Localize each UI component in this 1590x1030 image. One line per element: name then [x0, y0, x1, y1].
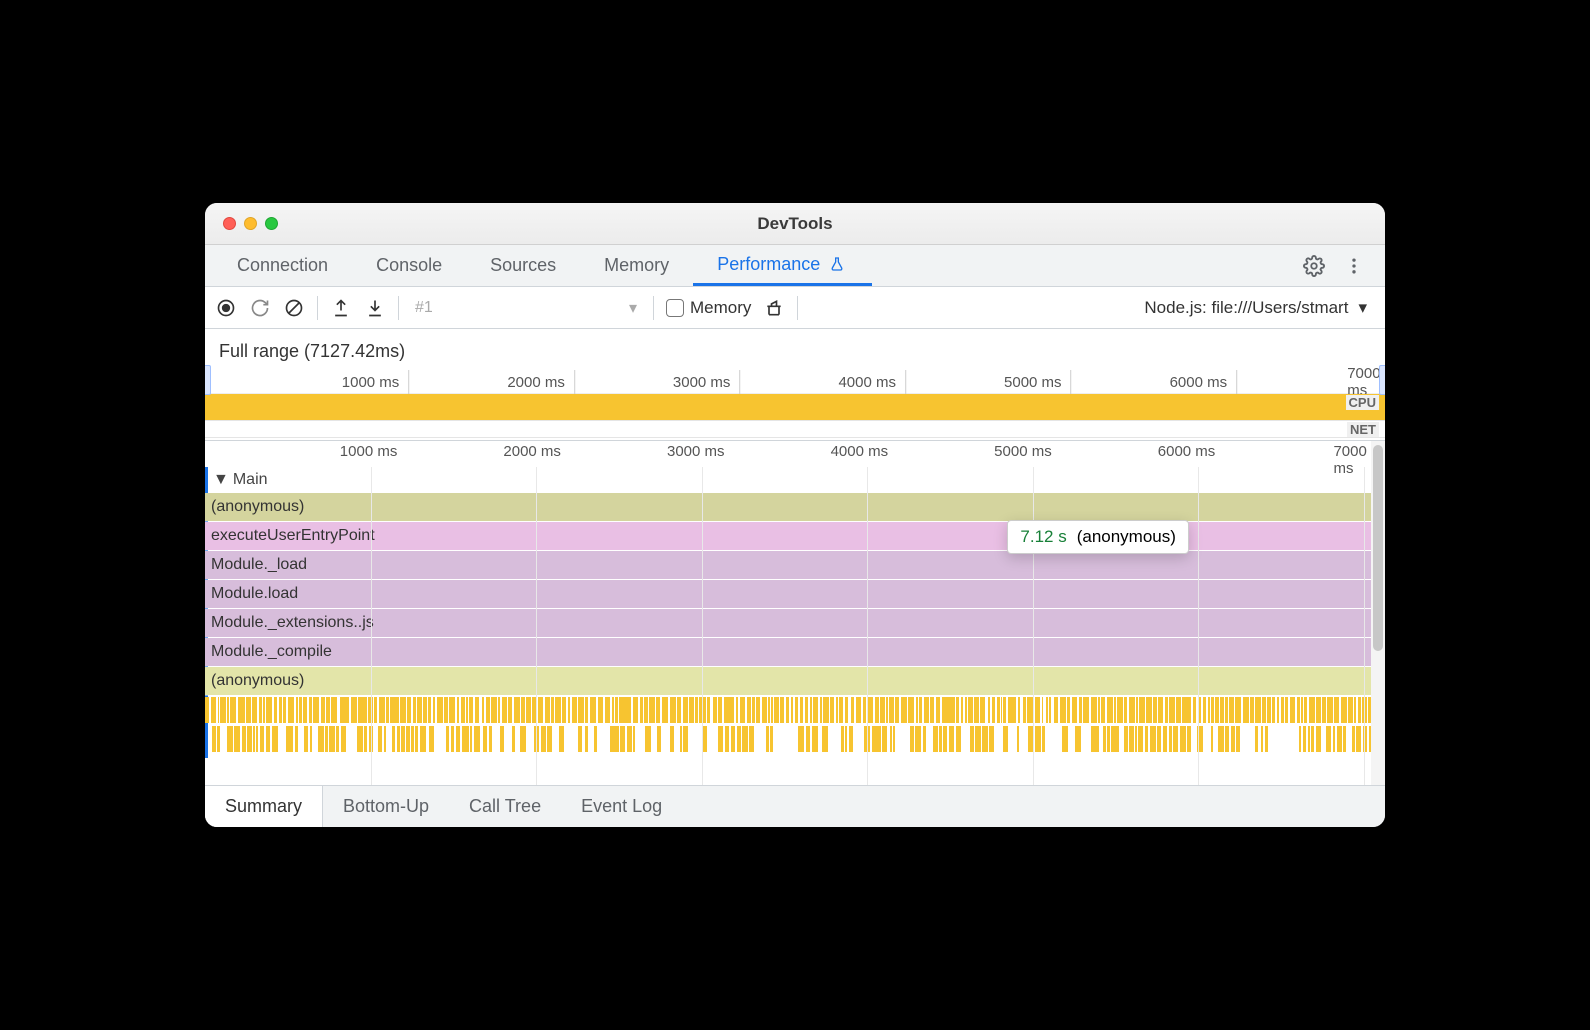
- kebab-menu-icon[interactable]: [1343, 255, 1365, 277]
- chevron-down-icon: ▾: [629, 298, 637, 318]
- flame-rows: (anonymous)executeUserEntryPointModule._…: [205, 493, 1371, 696]
- flame-row[interactable]: Module._load: [205, 551, 1371, 580]
- upload-button[interactable]: [330, 297, 352, 319]
- zoom-window-button[interactable]: [265, 217, 278, 230]
- flame-row[interactable]: Module._extensions..js: [205, 609, 1371, 638]
- context-select[interactable]: Node.js: file:///Users/stmart ▾: [1144, 298, 1375, 318]
- flame-row[interactable]: Module.load: [205, 580, 1371, 609]
- ruler-tick: 1000 ms: [340, 443, 398, 460]
- flame-row[interactable]: executeUserEntryPoint: [205, 522, 1371, 551]
- ruler-tick: 1000 ms: [342, 370, 400, 394]
- overview-cpu-track: CPU: [205, 394, 1385, 420]
- perf-toolbar: #1 ▾ Memory Node.js: file:///Users/stmar…: [205, 287, 1385, 329]
- flame-bar[interactable]: (anonymous): [205, 667, 1371, 695]
- ruler-tick: 2000 ms: [507, 370, 565, 394]
- flame-micro-rows: [205, 697, 1371, 755]
- checkbox-icon: [666, 299, 684, 317]
- ruler-tick: 4000 ms: [831, 443, 889, 460]
- flame-bar[interactable]: Module.load: [205, 580, 1371, 608]
- flame-tooltip: 7.12 s (anonymous): [1007, 520, 1189, 554]
- window-title: DevTools: [205, 214, 1385, 234]
- collect-garbage-button[interactable]: [763, 297, 785, 319]
- ruler-tick: 7000 ms: [1347, 370, 1380, 394]
- detail-tab-summary[interactable]: Summary: [205, 786, 323, 827]
- flame-bar[interactable]: (anonymous): [205, 493, 1371, 521]
- flame-micro-row: [205, 697, 1371, 725]
- tab-sources[interactable]: Sources: [466, 245, 580, 286]
- minimize-window-button[interactable]: [244, 217, 257, 230]
- close-window-button[interactable]: [223, 217, 236, 230]
- profile-select[interactable]: #1 ▾: [411, 296, 641, 320]
- chevron-down-icon: ▾: [1358, 298, 1367, 318]
- record-button[interactable]: [215, 297, 237, 319]
- tab-memory[interactable]: Memory: [580, 245, 693, 286]
- net-label: NET: [1347, 422, 1379, 437]
- panel-tabs: Connection Console Sources Memory Perfor…: [205, 245, 1385, 287]
- range-handle-left[interactable]: [205, 365, 211, 395]
- disclosure-triangle-icon: ▼: [213, 471, 229, 489]
- ruler-tick: 4000 ms: [838, 370, 896, 394]
- ruler-tick: 2000 ms: [503, 443, 561, 460]
- cpu-label: CPU: [1346, 395, 1379, 410]
- ruler-tick: 7000 ms: [1333, 443, 1366, 477]
- flame-bar[interactable]: Module._load: [205, 551, 1371, 579]
- ruler-tick: 6000 ms: [1170, 370, 1228, 394]
- range-label: Full range (7127.42ms): [205, 329, 1385, 370]
- flask-icon: [826, 253, 848, 275]
- ruler-tick: 5000 ms: [1004, 370, 1062, 394]
- gear-icon[interactable]: [1303, 255, 1325, 277]
- flame-bar[interactable]: executeUserEntryPoint: [205, 522, 1371, 550]
- detail-tab-bottom-up[interactable]: Bottom-Up: [323, 786, 449, 827]
- devtools-window: DevTools Connection Console Sources Memo…: [205, 203, 1385, 827]
- flame-row[interactable]: Module._compile: [205, 638, 1371, 667]
- flame-bar[interactable]: Module._extensions..js: [205, 609, 1371, 637]
- detail-tabs: Summary Bottom-Up Call Tree Event Log: [205, 785, 1385, 827]
- tooltip-name: (anonymous): [1077, 527, 1176, 547]
- flame-bar[interactable]: Module._compile: [205, 638, 1371, 666]
- tab-console[interactable]: Console: [352, 245, 466, 286]
- scrollbar-thumb[interactable]: [1373, 445, 1383, 651]
- flame-row[interactable]: (anonymous): [205, 493, 1371, 522]
- tab-performance[interactable]: Performance: [693, 245, 872, 286]
- clear-button[interactable]: [283, 297, 305, 319]
- track-header-main[interactable]: ▼ Main: [205, 467, 1371, 493]
- overview-ruler: 1000 ms 2000 ms 3000 ms 4000 ms 5000 ms 6000 …: [205, 370, 1385, 394]
- download-button[interactable]: [364, 297, 386, 319]
- overview-net-track: NET: [205, 420, 1385, 438]
- memory-checkbox[interactable]: Memory: [666, 298, 751, 318]
- detail-tab-event-log[interactable]: Event Log: [561, 786, 682, 827]
- detail-tab-call-tree[interactable]: Call Tree: [449, 786, 561, 827]
- tooltip-duration: 7.12 s: [1020, 527, 1066, 547]
- flame-micro-row: [205, 726, 1371, 754]
- vertical-scrollbar[interactable]: [1371, 441, 1385, 785]
- range-handle-right[interactable]: [1379, 365, 1385, 395]
- tab-connection[interactable]: Connection: [213, 245, 352, 286]
- flame-ruler: 1000 ms 2000 ms 3000 ms 4000 ms 5000 ms 6000 …: [205, 441, 1371, 467]
- traffic-lights: [205, 217, 278, 230]
- ruler-tick: 5000 ms: [994, 443, 1052, 460]
- flame-row[interactable]: (anonymous): [205, 667, 1371, 696]
- titlebar: DevTools: [205, 203, 1385, 245]
- ruler-tick: 3000 ms: [667, 443, 725, 460]
- overview[interactable]: 1000 ms 2000 ms 3000 ms 4000 ms 5000 ms 6000 …: [205, 370, 1385, 440]
- reload-button[interactable]: [249, 297, 271, 319]
- ruler-tick: 3000 ms: [673, 370, 731, 394]
- ruler-tick: 6000 ms: [1158, 443, 1216, 460]
- flame-chart[interactable]: 1000 ms 2000 ms 3000 ms 4000 ms 5000 ms 6000 …: [205, 440, 1385, 785]
